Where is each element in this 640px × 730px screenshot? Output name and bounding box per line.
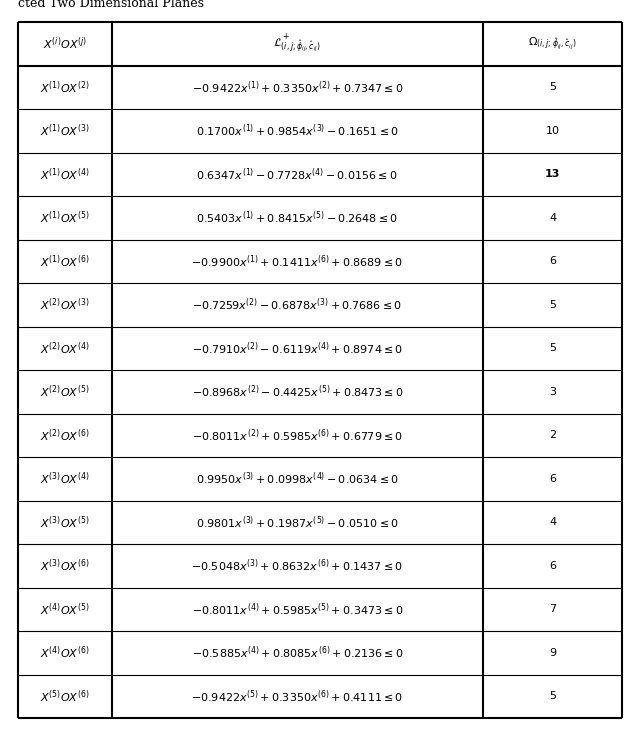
Text: $-0.8011x^{(2)}+0.5985x^{(6)}+0.6779\leq 0$: $-0.8011x^{(2)}+0.5985x^{(6)}+0.6779\leq… — [192, 427, 403, 444]
Text: $X^{(4)}OX^{(6)}$: $X^{(4)}OX^{(6)}$ — [40, 645, 90, 661]
Text: $-0.8011x^{(4)}+0.5985x^{(5)}+0.3473\leq 0$: $-0.8011x^{(4)}+0.5985x^{(5)}+0.3473\leq… — [192, 601, 403, 618]
Text: $X^{(1)}OX^{(3)}$: $X^{(1)}OX^{(3)}$ — [40, 123, 90, 139]
Text: $-0.7259x^{(2)}-0.6878x^{(3)}+0.7686\leq 0$: $-0.7259x^{(2)}-0.6878x^{(3)}+0.7686\leq… — [193, 296, 403, 313]
Text: 5: 5 — [549, 343, 556, 353]
Text: $X^{(3)}OX^{(6)}$: $X^{(3)}OX^{(6)}$ — [40, 558, 90, 574]
Text: cted Two Dimensional Planes: cted Two Dimensional Planes — [18, 0, 204, 10]
Text: $X^{(2)}OX^{(5)}$: $X^{(2)}OX^{(5)}$ — [40, 383, 90, 400]
Text: $\Omega_{(i,j;\hat{\phi}_{ij},\hat{c}_{ij})}$: $\Omega_{(i,j;\hat{\phi}_{ij},\hat{c}_{i… — [528, 36, 577, 52]
Text: $X^{(1)}OX^{(2)}$: $X^{(1)}OX^{(2)}$ — [40, 79, 90, 96]
Text: 9: 9 — [549, 648, 556, 658]
Text: 10: 10 — [545, 126, 559, 136]
Text: 5: 5 — [549, 691, 556, 702]
Text: $-0.5885x^{(4)}+0.8085x^{(6)}+0.2136\leq 0$: $-0.5885x^{(4)}+0.8085x^{(6)}+0.2136\leq… — [192, 645, 403, 661]
Text: $X^{(2)}OX^{(3)}$: $X^{(2)}OX^{(3)}$ — [40, 296, 90, 313]
Text: $X^{(4)}OX^{(5)}$: $X^{(4)}OX^{(5)}$ — [40, 601, 90, 618]
Text: $-0.8968x^{(2)}-0.4425x^{(5)}+0.8473\leq 0$: $-0.8968x^{(2)}-0.4425x^{(5)}+0.8473\leq… — [191, 383, 403, 400]
Text: 6: 6 — [549, 561, 556, 571]
Text: $-0.9900x^{(1)}+0.1411x^{(6)}+0.8689\leq 0$: $-0.9900x^{(1)}+0.1411x^{(6)}+0.8689\leq… — [191, 253, 403, 269]
Text: $X^{(2)}OX^{(4)}$: $X^{(2)}OX^{(4)}$ — [40, 340, 90, 356]
Text: $0.6347x^{(1)}-0.7728x^{(4)}-0.0156\leq 0$: $0.6347x^{(1)}-0.7728x^{(4)}-0.0156\leq … — [196, 166, 398, 182]
Text: $X^{(1)}OX^{(5)}$: $X^{(1)}OX^{(5)}$ — [40, 210, 90, 226]
Text: $0.9801x^{(3)}+0.1987x^{(5)}-0.0510\leq 0$: $0.9801x^{(3)}+0.1987x^{(5)}-0.0510\leq … — [196, 514, 399, 531]
Text: 13: 13 — [545, 169, 560, 180]
Text: $-0.9422x^{(1)}+0.3350x^{(2)}+0.7347\leq 0$: $-0.9422x^{(1)}+0.3350x^{(2)}+0.7347\leq… — [192, 79, 403, 96]
Text: $-0.7910x^{(2)}-0.6119x^{(4)}+0.8974\leq 0$: $-0.7910x^{(2)}-0.6119x^{(4)}+0.8974\leq… — [192, 340, 403, 356]
Text: $\mathcal{L}^+_{(i,j;\hat{\phi}_{ij},\hat{c}_{ij})}$: $\mathcal{L}^+_{(i,j;\hat{\phi}_{ij},\ha… — [273, 32, 321, 55]
Text: 3: 3 — [549, 387, 556, 396]
Text: $0.5403x^{(1)}+0.8415x^{(5)}-0.2648\leq 0$: $0.5403x^{(1)}+0.8415x^{(5)}-0.2648\leq … — [196, 210, 398, 226]
Text: $X^{(i)}OX^{(j)}$: $X^{(i)}OX^{(j)}$ — [43, 36, 87, 52]
Text: $-0.5048x^{(3)}+0.8632x^{(6)}+0.1437\leq 0$: $-0.5048x^{(3)}+0.8632x^{(6)}+0.1437\leq… — [191, 558, 403, 574]
Text: 7: 7 — [549, 604, 556, 614]
Text: $X^{(1)}OX^{(4)}$: $X^{(1)}OX^{(4)}$ — [40, 166, 90, 182]
Text: 2: 2 — [549, 430, 556, 440]
Text: $0.9950x^{(3)}+0.0998x^{(4)}-0.0634\leq 0$: $0.9950x^{(3)}+0.0998x^{(4)}-0.0634\leq … — [196, 470, 399, 487]
Text: $-0.9422x^{(5)}+0.3350x^{(6)}+0.4111\leq 0$: $-0.9422x^{(5)}+0.3350x^{(6)}+0.4111\leq… — [191, 688, 403, 704]
Text: $0.1700x^{(1)}+0.9854x^{(3)}-0.1651\leq 0$: $0.1700x^{(1)}+0.9854x^{(3)}-0.1651\leq … — [196, 123, 399, 139]
Text: 5: 5 — [549, 82, 556, 92]
Text: $X^{(1)}OX^{(6)}$: $X^{(1)}OX^{(6)}$ — [40, 253, 90, 269]
Text: 5: 5 — [549, 300, 556, 310]
Text: 4: 4 — [549, 212, 556, 223]
Text: $X^{(5)}OX^{(6)}$: $X^{(5)}OX^{(6)}$ — [40, 688, 90, 704]
Text: $X^{(2)}OX^{(6)}$: $X^{(2)}OX^{(6)}$ — [40, 427, 90, 444]
Text: 4: 4 — [549, 518, 556, 527]
Text: $X^{(3)}OX^{(4)}$: $X^{(3)}OX^{(4)}$ — [40, 470, 90, 487]
Text: 6: 6 — [549, 256, 556, 266]
Text: $X^{(3)}OX^{(5)}$: $X^{(3)}OX^{(5)}$ — [40, 514, 90, 531]
Text: 6: 6 — [549, 474, 556, 484]
